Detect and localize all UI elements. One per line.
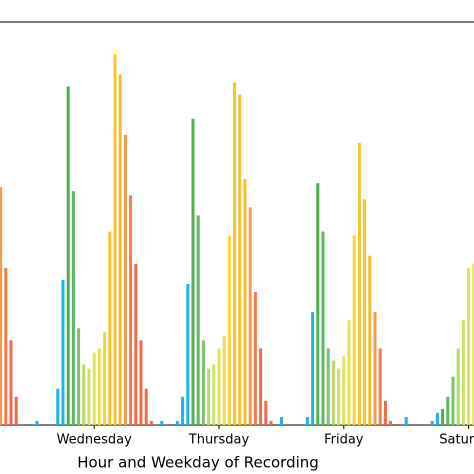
bar: [316, 183, 320, 425]
bar: [467, 267, 471, 425]
bar: [461, 320, 465, 425]
bar: [404, 416, 408, 425]
bar: [123, 134, 127, 425]
bar: [82, 364, 86, 425]
bar: [435, 412, 439, 425]
bar: [35, 420, 39, 425]
bar: [160, 420, 164, 425]
bar: [441, 408, 445, 425]
bar: [389, 420, 393, 425]
bar: [456, 348, 460, 425]
bar: [311, 312, 315, 425]
bar: [144, 388, 148, 425]
x-axis-label: Hour and Weekday of Recording: [77, 454, 319, 472]
bar: [66, 86, 70, 425]
bar: [0, 187, 3, 425]
bar: [212, 364, 216, 425]
bar: [248, 207, 252, 425]
bar: [368, 255, 372, 425]
bar: [113, 54, 117, 426]
bar: [326, 348, 330, 425]
bar: [451, 376, 455, 425]
bar: [108, 231, 112, 425]
bar: [61, 279, 65, 425]
bar: [227, 235, 231, 425]
bar: [134, 263, 138, 425]
bar: [139, 340, 143, 425]
bar: [87, 368, 91, 425]
bar: [175, 420, 179, 425]
bar: [77, 328, 81, 425]
bar: [71, 191, 75, 425]
bar: [259, 348, 263, 425]
bar: [14, 396, 18, 425]
bar: [430, 420, 434, 425]
bar: [9, 340, 13, 425]
bar: [342, 356, 346, 425]
bar: [347, 320, 351, 425]
bar: [201, 340, 205, 425]
bar: [472, 263, 474, 425]
bar: [383, 400, 387, 425]
bar: [378, 348, 382, 425]
bar: [196, 215, 200, 425]
bar: [279, 416, 283, 425]
bar: [118, 74, 122, 425]
bar: [207, 368, 211, 425]
bar: [357, 142, 361, 425]
bar: [253, 292, 257, 425]
bar: [373, 312, 377, 425]
bar: [321, 231, 325, 425]
bar: [352, 235, 356, 425]
bar: [56, 388, 60, 425]
x-tick-label: Thursday: [188, 433, 250, 448]
bar: [446, 396, 450, 425]
bar: [181, 396, 185, 425]
bar: [238, 94, 242, 425]
bar: [129, 195, 133, 425]
x-tick-label: Friday: [324, 433, 364, 448]
bar: [264, 400, 268, 425]
bar: [243, 179, 247, 425]
bar: [4, 267, 8, 425]
bar: [233, 82, 237, 425]
bar: [92, 352, 96, 425]
bar: [186, 283, 190, 425]
bar: [222, 336, 226, 425]
x-tick-label: Saturday: [439, 433, 474, 448]
x-tick-label: Wednesday: [57, 433, 133, 448]
bar: [305, 416, 309, 425]
bar: [363, 199, 367, 425]
bar: [217, 348, 221, 425]
bar: [269, 420, 273, 425]
bar: [103, 332, 107, 425]
bar: [337, 368, 341, 425]
bar: [191, 118, 195, 425]
bar: [97, 348, 101, 425]
bar: [331, 360, 335, 425]
bar: [149, 420, 153, 425]
